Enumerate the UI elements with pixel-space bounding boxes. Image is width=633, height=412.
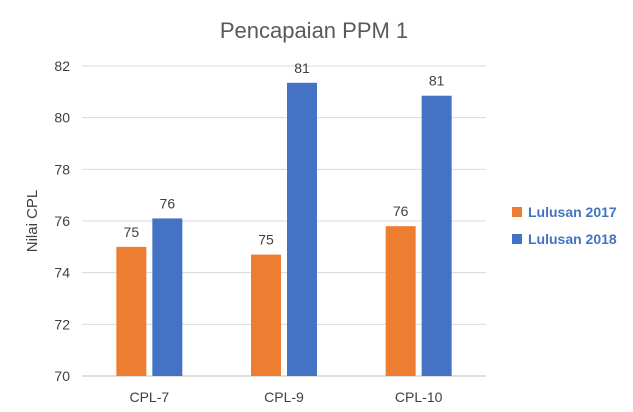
x-tick-label: CPL-9 [264, 389, 304, 405]
legend-label: Lulusan 2018 [528, 231, 617, 247]
x-tick-labels: CPL-7 CPL-9 CPL-10 [129, 389, 442, 405]
legend: Lulusan 2017 Lulusan 2018 [512, 204, 617, 247]
chart-title: Pencapaian PPM 1 [220, 18, 408, 43]
y-tick-label: 76 [54, 213, 70, 229]
data-label: 81 [429, 73, 445, 89]
data-label: 75 [124, 224, 140, 240]
gridlines [82, 65, 486, 377]
bars: 75 76 75 81 76 81 [116, 60, 452, 377]
data-label: 75 [258, 232, 274, 248]
y-tick-label: 74 [54, 265, 70, 281]
y-tick-label: 72 [54, 316, 70, 332]
bar [152, 218, 183, 376]
x-tick-label: CPL-10 [395, 389, 443, 405]
bar [287, 82, 317, 377]
legend-swatch [512, 234, 522, 244]
bar [421, 95, 452, 376]
y-tick-label: 70 [54, 368, 70, 384]
bar [385, 226, 416, 376]
x-tick-label: CPL-7 [129, 389, 169, 405]
data-label: 81 [294, 60, 310, 76]
data-label: 76 [160, 195, 176, 211]
y-axis-label: Nilai CPL [24, 190, 41, 253]
bar [116, 246, 147, 376]
y-tick-label: 78 [54, 161, 70, 177]
legend-swatch [512, 207, 522, 217]
bar [251, 254, 281, 376]
legend-label: Lulusan 2017 [528, 204, 617, 220]
y-tick-label: 80 [54, 110, 70, 126]
y-tick-labels: 70 72 74 76 78 80 82 [54, 58, 70, 384]
data-label: 76 [393, 203, 409, 219]
y-tick-label: 82 [54, 58, 70, 74]
